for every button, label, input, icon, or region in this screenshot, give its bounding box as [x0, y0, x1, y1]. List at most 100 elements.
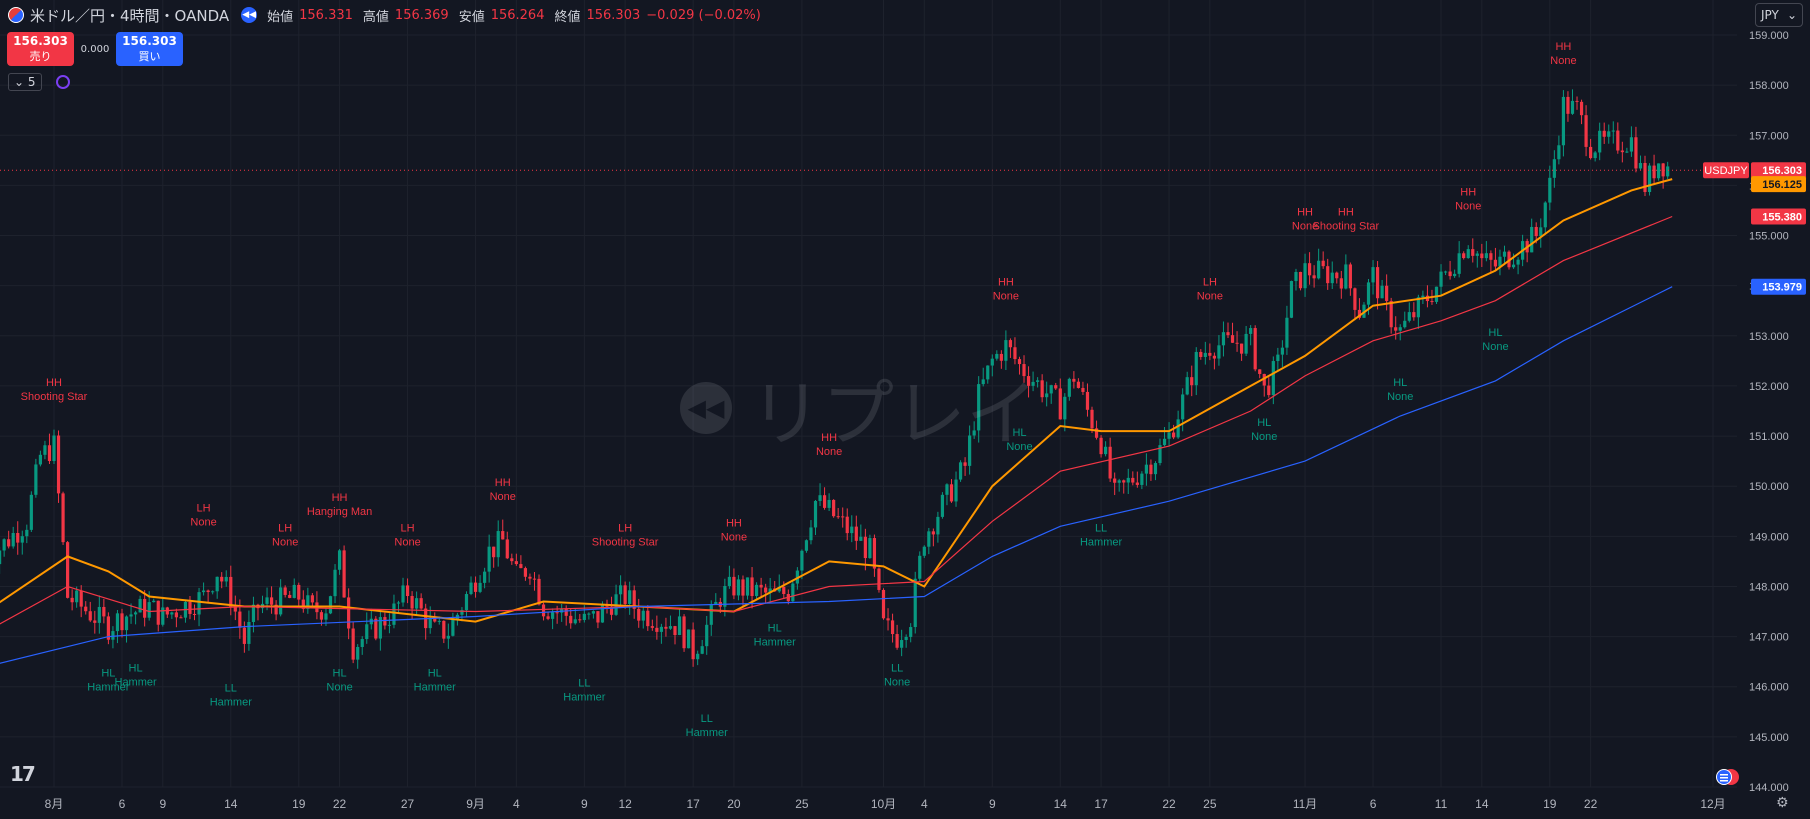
y-tick-label: 144.000 — [1749, 782, 1789, 794]
candle-body — [618, 585, 623, 595]
candle-body — [419, 598, 423, 609]
buy-button[interactable]: 156.303 買い — [116, 32, 183, 66]
spread-value: 0.000 — [80, 43, 110, 55]
sell-button[interactable]: 156.303 売り — [7, 32, 74, 66]
x-tick-label: 19 — [292, 797, 306, 811]
x-tick-label: 12 — [618, 797, 632, 811]
pattern-label: Hammer — [754, 637, 797, 649]
candle-body — [1317, 260, 1321, 279]
candle-body — [904, 636, 908, 641]
tradingview-logo-icon[interactable]: 17 — [10, 762, 36, 786]
candle-body — [47, 445, 52, 462]
candle-body — [306, 595, 310, 609]
candle-body — [913, 578, 917, 628]
pattern-label: None — [721, 531, 747, 543]
candle-body — [881, 589, 886, 619]
candle-body — [637, 608, 641, 621]
flag-icon[interactable] — [1714, 768, 1740, 786]
y-tick-label: 148.000 — [1749, 581, 1789, 593]
candle-body — [152, 600, 156, 603]
symbol-title[interactable]: 米ドル／円・4時間・OANDA — [30, 6, 230, 25]
candle-body — [410, 596, 414, 609]
pattern-label: None — [326, 682, 352, 694]
candle-body — [977, 384, 981, 431]
pattern-label: HH — [821, 432, 837, 444]
candle-body — [822, 495, 827, 508]
candle-body — [877, 568, 881, 590]
candle-body — [292, 584, 296, 598]
candle-body — [347, 597, 351, 629]
pattern-label: None — [816, 446, 842, 458]
candle-body — [29, 494, 33, 530]
pattern-label: None — [1455, 200, 1481, 212]
candle-body — [1108, 446, 1112, 479]
candle-body — [1666, 166, 1670, 177]
candle-body — [1276, 354, 1280, 362]
candle-body — [451, 619, 455, 636]
candle-body — [1616, 130, 1620, 151]
candle-body — [1013, 347, 1017, 360]
pattern-label: HL — [1257, 417, 1271, 429]
pattern-label: Hammer — [87, 682, 130, 694]
candle-body — [909, 627, 913, 637]
candle-body — [102, 606, 106, 617]
candle-body — [1412, 312, 1416, 318]
candle-body — [38, 454, 43, 465]
price-badge — [1751, 208, 1806, 225]
candle-body — [1194, 351, 1198, 386]
indicator-toggle[interactable]: ⌄ 5 — [8, 73, 42, 91]
candle-body — [1453, 273, 1457, 277]
candle-body — [1104, 446, 1108, 455]
candle-body — [1344, 264, 1348, 289]
candle-body — [759, 584, 763, 588]
candle-body — [668, 626, 673, 629]
candle-body — [859, 536, 863, 541]
candle-body — [1330, 272, 1334, 284]
candle-body — [1357, 309, 1362, 318]
candle-body — [609, 606, 614, 615]
candle-body — [872, 538, 877, 569]
gear-icon[interactable]: ⚙ — [1776, 795, 1789, 811]
ma-line-mid — [0, 215, 1673, 625]
pattern-label: HH — [332, 492, 348, 504]
candle-body — [88, 611, 92, 621]
candle-body — [124, 616, 129, 631]
pattern-label: Hammer — [686, 727, 729, 739]
candle-body — [34, 464, 38, 495]
pattern-label: HL — [428, 668, 442, 680]
candle-body — [1312, 275, 1316, 279]
candle-body — [138, 598, 142, 613]
replay-icon[interactable]: ◀◀ — [241, 7, 258, 23]
watermark-text: リプレイ — [750, 372, 1039, 456]
candle-body — [736, 579, 741, 596]
candle-body — [378, 617, 382, 639]
currency-select[interactable]: JPY ⌄ — [1755, 3, 1803, 27]
x-tick-label: 4 — [921, 797, 928, 811]
pattern-label: HL — [333, 668, 347, 680]
candle-body — [478, 582, 482, 592]
candle-body — [537, 578, 541, 605]
x-tick-label: 20 — [727, 797, 741, 811]
candle-body — [16, 532, 20, 543]
candle-body — [1226, 332, 1230, 336]
candle-body — [1620, 150, 1624, 153]
candle-body — [854, 526, 858, 541]
y-tick-label: 159.000 — [1749, 30, 1789, 42]
candle-body — [949, 484, 954, 502]
price-badge-text: 156.303 — [1762, 165, 1802, 177]
candle-body — [1203, 352, 1207, 357]
high-value: 156.369 — [394, 7, 449, 23]
candle-body — [97, 606, 101, 623]
y-tick-label: 146.000 — [1749, 682, 1789, 694]
candle-body — [1321, 260, 1325, 267]
candle-body — [714, 601, 718, 605]
candle-body — [337, 550, 342, 570]
candle-body — [918, 555, 922, 579]
trade-panel: 156.303 売り 0.000 156.303 買い — [7, 32, 183, 66]
candle-body — [677, 616, 682, 636]
x-tick-label: 14 — [1054, 797, 1068, 811]
price-badge — [1751, 278, 1806, 295]
candle-body — [1058, 388, 1062, 420]
candle-body — [20, 536, 24, 543]
